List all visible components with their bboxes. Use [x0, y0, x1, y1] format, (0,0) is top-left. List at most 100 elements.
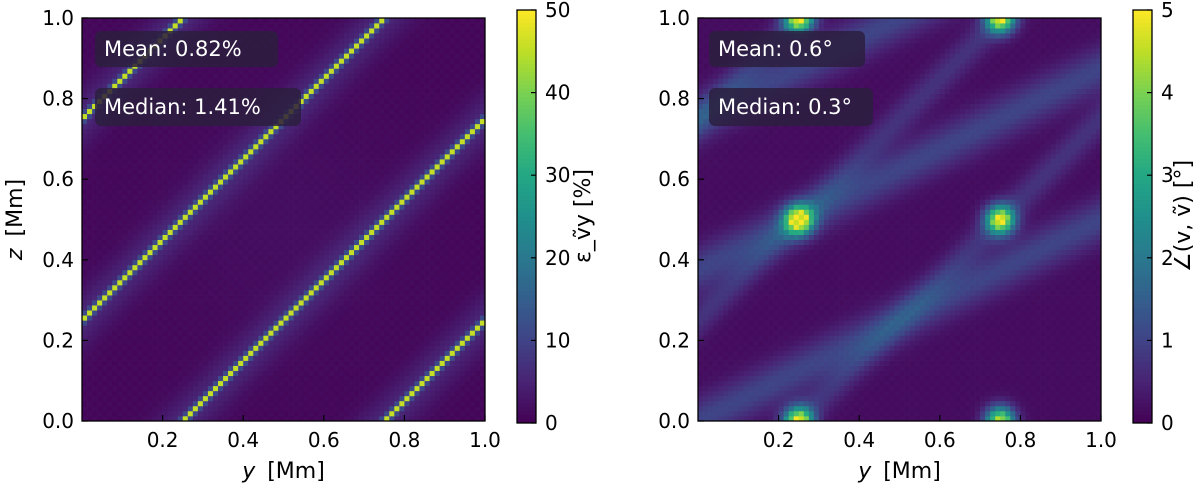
heatmap-cell — [258, 123, 264, 130]
heatmap-cell — [469, 340, 476, 346]
heatmap-cell — [348, 390, 355, 397]
heatmap-cell — [202, 234, 209, 240]
heatmap-cell — [162, 284, 168, 291]
heatmap-cell — [162, 244, 168, 251]
heatmap-cell — [92, 154, 98, 160]
heatmap-cell — [404, 174, 410, 180]
heatmap-cell — [348, 169, 355, 175]
heatmap-cell — [444, 154, 451, 160]
heatmap-cell — [293, 410, 299, 417]
heatmap-cell — [394, 138, 400, 145]
heatmap-cell — [82, 300, 88, 306]
heatmap-cell — [354, 209, 360, 215]
heatmap-cell — [394, 395, 400, 402]
heatmap-cell — [474, 154, 481, 160]
heatmap-cell — [464, 264, 471, 271]
heatmap-cell — [439, 259, 446, 266]
heatmap-cell — [243, 310, 249, 316]
heatmap-cell — [434, 355, 441, 361]
heatmap-cell — [444, 310, 451, 316]
heatmap-cell — [449, 405, 456, 412]
heatmap-cell — [102, 335, 108, 341]
heatmap-cell — [394, 385, 400, 392]
heatmap-cell — [233, 279, 239, 286]
heatmap-cell — [137, 138, 143, 145]
heatmap-cell — [102, 395, 108, 402]
heatmap-cell — [303, 108, 310, 115]
heatmap-cell — [479, 284, 486, 291]
heatmap-cell — [479, 224, 486, 230]
heatmap-cell — [384, 264, 390, 271]
heatmap-cell — [238, 390, 244, 397]
heatmap-cell — [359, 133, 365, 140]
heatmap-cell — [142, 214, 148, 220]
heatmap-cell — [223, 189, 229, 195]
heatmap-cell — [127, 143, 133, 150]
heatmap-cell — [258, 219, 264, 225]
heatmap-cell — [379, 405, 385, 412]
heatmap-cell — [444, 118, 451, 125]
heatmap-cell — [374, 214, 380, 220]
heatmap-cell — [253, 350, 259, 356]
heatmap-cell — [263, 360, 269, 366]
heatmap-cell — [182, 179, 189, 185]
heatmap-cell — [389, 325, 395, 331]
heatmap-cell — [409, 113, 415, 120]
heatmap-cell — [182, 415, 189, 422]
heatmap-cell — [142, 315, 148, 321]
heatmap-cell — [117, 320, 123, 326]
heatmap-cell — [207, 400, 214, 407]
heatmap-cell — [122, 395, 128, 402]
heatmap-cell — [182, 123, 189, 130]
heatmap-cell — [207, 325, 214, 331]
heatmap-cell — [389, 415, 395, 422]
heatmap-cell — [92, 315, 98, 321]
heatmap-cell — [112, 305, 118, 311]
heatmap-cell — [424, 108, 430, 115]
heatmap-cell — [333, 229, 340, 235]
heatmap-cell — [92, 138, 98, 145]
heatmap-cell — [167, 290, 174, 296]
heatmap-cell — [152, 259, 158, 266]
heatmap-cell — [238, 380, 244, 387]
heatmap-cell — [384, 179, 390, 185]
heatmap-cell — [212, 295, 219, 301]
heatmap-cell — [419, 330, 425, 336]
heatmap-cell — [293, 279, 299, 286]
heatmap-cell — [454, 179, 461, 185]
heatmap-cell — [137, 189, 143, 195]
heatmap-cell — [414, 410, 420, 417]
heatmap-cell — [197, 264, 204, 271]
heatmap-cell — [122, 249, 128, 256]
heatmap-cell — [233, 179, 239, 185]
heatmap-cell — [142, 164, 148, 170]
heatmap-cell — [328, 214, 335, 220]
heatmap-cell — [454, 375, 461, 382]
heatmap-cell — [298, 214, 304, 220]
heatmap-cell — [157, 143, 163, 150]
heatmap-cell — [439, 385, 446, 392]
heatmap-cell — [399, 305, 405, 311]
heatmap-cell — [369, 365, 375, 371]
heatmap-cell — [137, 400, 143, 407]
heatmap-cell — [212, 350, 219, 356]
heatmap-cell — [439, 234, 446, 240]
heatmap-cell — [459, 385, 466, 392]
heatmap-cell — [464, 123, 471, 130]
heatmap-cell — [202, 300, 209, 306]
heatmap-cell — [323, 239, 330, 246]
heatmap-cell — [142, 264, 148, 271]
heatmap-cell — [172, 143, 179, 150]
heatmap-cell — [248, 410, 254, 417]
heatmap-cell — [414, 365, 420, 371]
heatmap-cell — [459, 174, 466, 180]
heatmap-cell — [127, 214, 133, 220]
heatmap-cell — [187, 179, 194, 185]
heatmap-cell — [122, 259, 128, 266]
heatmap-cell — [439, 239, 446, 246]
heatmap-cell — [333, 133, 340, 140]
heatmap-cell — [253, 325, 259, 331]
heatmap-cell — [202, 154, 209, 160]
heatmap-cell — [424, 320, 430, 326]
